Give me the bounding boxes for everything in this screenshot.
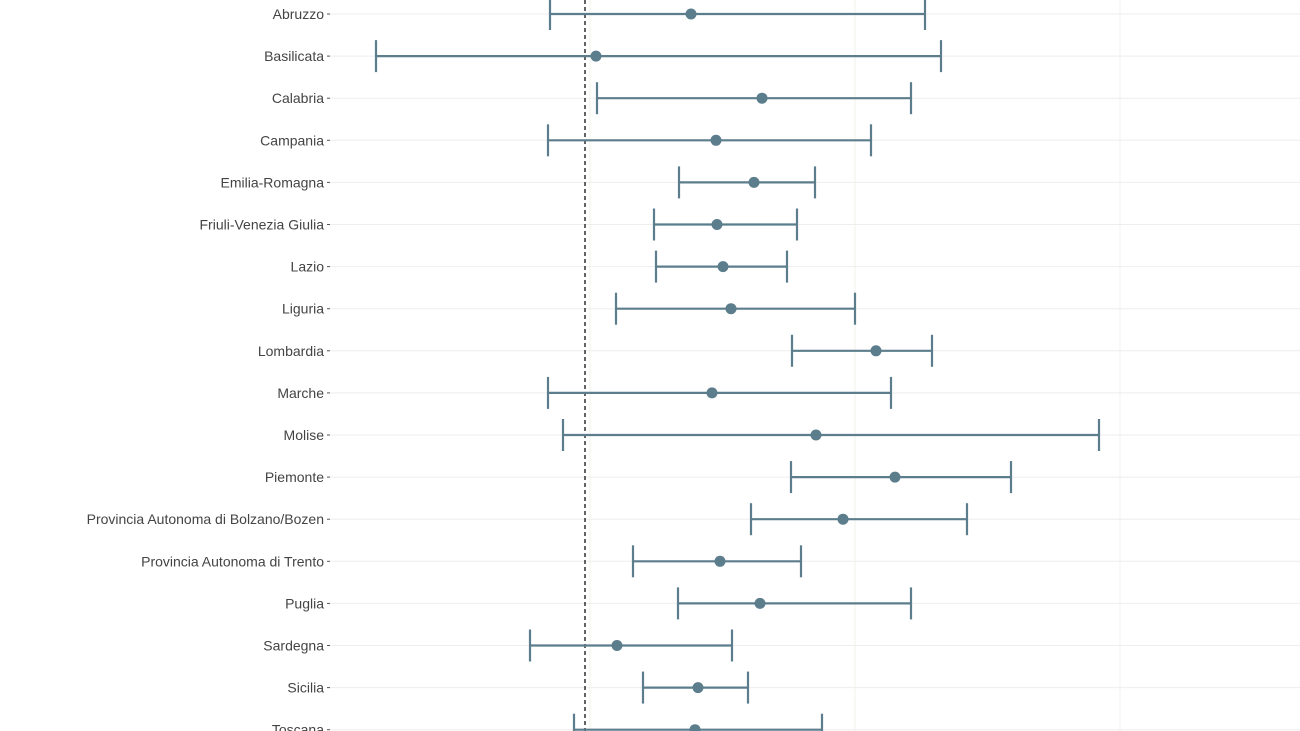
category-label: Emilia-Romagna xyxy=(221,174,325,190)
category-label: Provincia Autonoma di Trento xyxy=(141,553,324,569)
point-estimate xyxy=(725,303,737,315)
point-estimate xyxy=(689,724,701,731)
grid-layer xyxy=(330,0,1300,731)
point-estimate xyxy=(754,597,766,609)
point-estimate xyxy=(717,261,729,273)
category-label: Provincia Autonoma di Bolzano/Bozen xyxy=(87,511,324,527)
point-estimate xyxy=(810,429,822,441)
point-estimate xyxy=(870,345,882,357)
category-label: Sicilia xyxy=(287,680,324,696)
point-estimate xyxy=(714,555,726,567)
point-estimate xyxy=(692,682,704,694)
category-label: Lazio xyxy=(291,259,325,275)
point-estimate xyxy=(590,50,602,62)
category-label: Basilicata xyxy=(264,48,324,64)
point-estimate xyxy=(685,8,697,20)
category-label: Liguria xyxy=(282,301,324,317)
category-label: Lombardia xyxy=(258,343,324,359)
category-label: Puglia xyxy=(285,595,324,611)
point-estimate xyxy=(837,513,849,525)
category-label: Toscana xyxy=(272,722,324,731)
category-label: Calabria xyxy=(272,90,324,106)
category-labels: Abruzzo Basilicata Calabria Campania Emilia-… xyxy=(87,6,330,731)
category-label: Molise xyxy=(284,427,325,443)
category-label: Friuli-Venezia Giulia xyxy=(200,217,325,233)
category-label: Sardegna xyxy=(263,638,324,654)
point-estimate xyxy=(889,471,901,483)
category-label: Piemonte xyxy=(265,469,324,485)
category-label: Campania xyxy=(260,132,324,148)
point-estimate xyxy=(706,387,718,399)
intervals-layer xyxy=(374,0,1101,731)
point-estimate xyxy=(710,134,722,146)
category-label: Marche xyxy=(277,385,324,401)
category-label: Abruzzo xyxy=(273,6,325,22)
point-estimate xyxy=(611,640,623,651)
point-estimate xyxy=(748,176,760,188)
point-estimate xyxy=(756,92,768,104)
point-estimate xyxy=(711,219,723,230)
